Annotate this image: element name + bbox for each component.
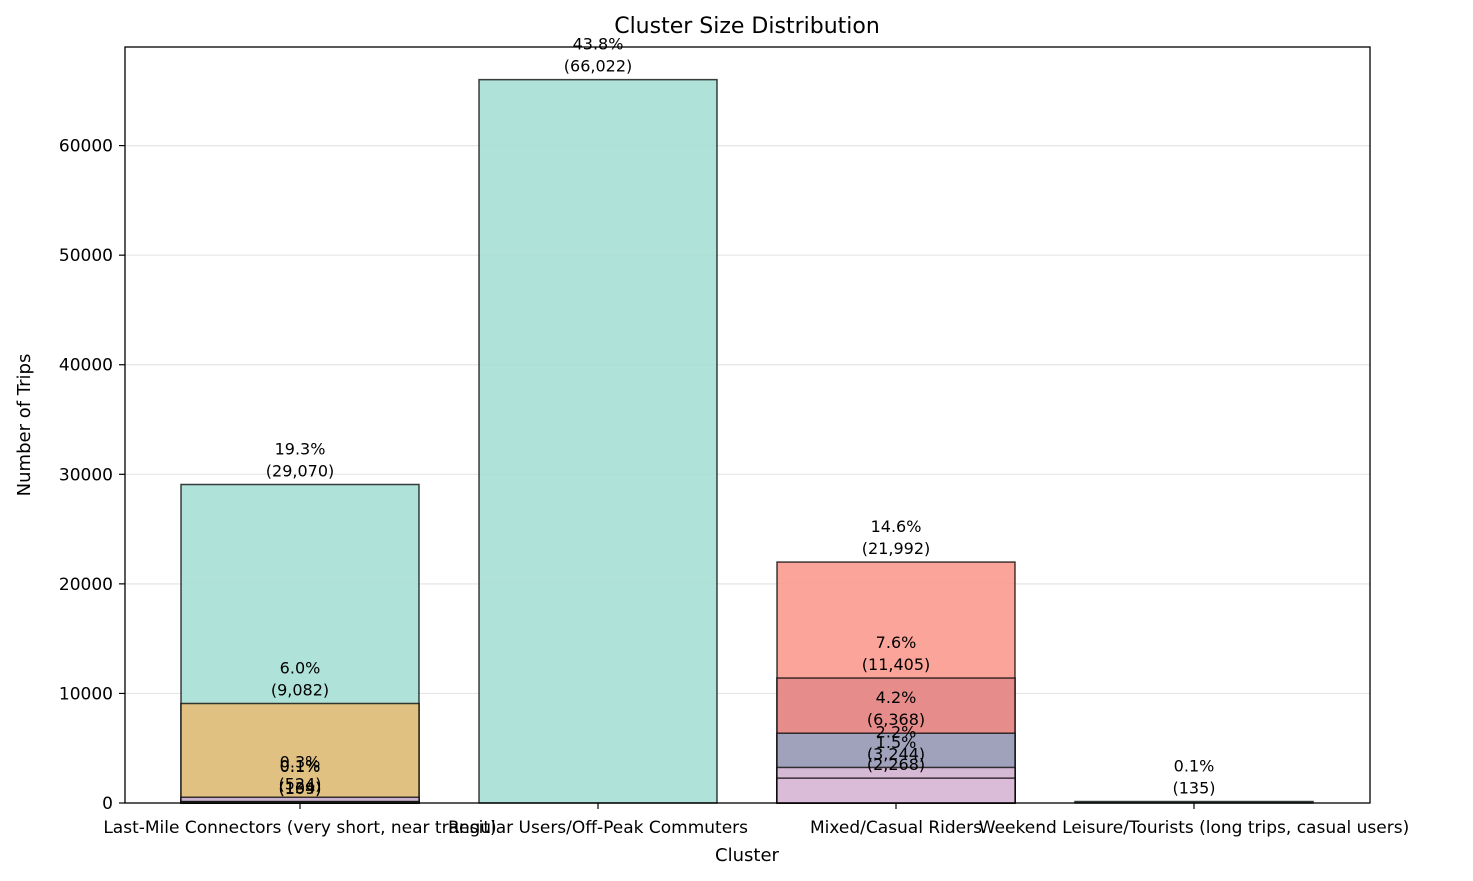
plot-frame xyxy=(124,46,1371,804)
bars xyxy=(180,78,1314,804)
y-tick-label: 20000 xyxy=(59,575,113,595)
bar-percent-label: 0.1% xyxy=(280,757,321,776)
bar-percent-label: 43.8% xyxy=(573,35,624,54)
y-tick-label: 10000 xyxy=(59,684,113,704)
y-tick-label: 0 xyxy=(102,794,113,814)
chart-title: Cluster Size Distribution xyxy=(614,14,880,39)
bar-percent-label: 1.5% xyxy=(876,733,917,752)
bar-percent-label: 19.3% xyxy=(275,439,326,458)
y-axis-label: Number of Trips xyxy=(14,354,35,497)
x-axis: Last-Mile Connectors (very short, near t… xyxy=(103,803,1409,838)
bar-count-label: (21,992) xyxy=(862,539,930,558)
bar-count-label: (6,368) xyxy=(867,710,925,729)
bar-percent-label: 4.2% xyxy=(876,688,917,707)
bar-count-label: (29,070) xyxy=(266,461,334,480)
y-tick-label: 40000 xyxy=(59,356,113,376)
bar-percent-label: 2.2% xyxy=(876,722,917,741)
bar-count-label: (2,268) xyxy=(867,755,925,774)
bar xyxy=(478,78,718,804)
bar-percent-label: 0.1% xyxy=(1174,757,1215,776)
y-tick-label: 50000 xyxy=(59,246,113,266)
bar-count-label: (9,082) xyxy=(271,680,329,699)
bar-percent-label: 0.3% xyxy=(280,752,321,771)
bar-percent-label: 7.6% xyxy=(876,633,917,652)
data-labels: 19.3%(29,070)6.0%(9,082)0.3%(524)0.1%(13… xyxy=(266,35,1216,798)
x-tick-label: Weekend Leisure/Tourists (long trips, ca… xyxy=(979,818,1409,838)
y-tick-label: 60000 xyxy=(59,137,113,157)
x-axis-label: Cluster xyxy=(715,845,779,866)
bar xyxy=(776,777,1016,804)
bar xyxy=(180,702,420,804)
bar-percent-label: 14.6% xyxy=(871,517,922,536)
bar-count-label: (134) xyxy=(278,779,321,798)
x-tick-label: Regular Users/Off-Peak Commuters xyxy=(448,818,748,838)
x-tick-label: Mixed/Casual Riders xyxy=(810,818,982,838)
bar-percent-label: 6.0% xyxy=(280,658,321,677)
bar-count-label: (135) xyxy=(1172,779,1215,798)
bar-count-label: (11,405) xyxy=(862,655,930,674)
bar-count-label: (3,244) xyxy=(867,744,925,763)
bar-count-label: (109) xyxy=(278,779,321,798)
bar-count-label: (524) xyxy=(278,774,321,793)
bar-percent-label: 0.1% xyxy=(280,757,321,776)
y-tick-label: 30000 xyxy=(59,465,113,485)
y-axis: 0 10000 20000 30000 40000 50000 60000 xyxy=(59,137,125,814)
x-tick-label: Last-Mile Connectors (very short, near t… xyxy=(103,818,496,838)
bar-count-label: (66,022) xyxy=(564,57,632,76)
